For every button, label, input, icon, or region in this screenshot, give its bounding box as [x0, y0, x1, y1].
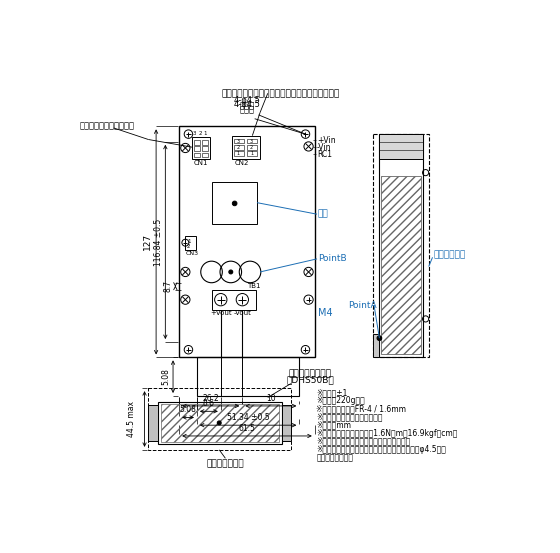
- Bar: [247, 139, 257, 143]
- Text: 2: 2: [250, 145, 253, 150]
- Text: 2: 2: [237, 145, 240, 150]
- Text: 8.6: 8.6: [203, 399, 215, 408]
- Text: ベースプレート: ベースプレート: [207, 459, 244, 468]
- Text: CN2: CN2: [235, 160, 249, 166]
- Text: 44.5 max: 44.5 max: [127, 401, 136, 437]
- Text: 1: 1: [187, 239, 190, 244]
- Bar: [202, 147, 208, 151]
- Bar: [247, 151, 257, 156]
- Bar: [192, 137, 210, 159]
- Text: 4-φ4.5: 4-φ4.5: [234, 100, 260, 109]
- Text: PointB: PointB: [318, 254, 347, 263]
- Text: 出力電圧可変ボリューム: 出力電圧可変ボリューム: [79, 122, 134, 131]
- Text: 2: 2: [198, 132, 202, 137]
- Text: PointA: PointA: [348, 301, 377, 310]
- Bar: [234, 139, 244, 143]
- Bar: [148, 405, 158, 441]
- Text: 127: 127: [143, 233, 152, 251]
- Bar: [194, 153, 200, 157]
- Text: 3: 3: [193, 132, 197, 137]
- Text: 116.84 ±0.5: 116.84 ±0.5: [154, 218, 163, 265]
- Bar: [373, 335, 380, 357]
- Text: 1: 1: [204, 132, 207, 137]
- Text: 10: 10: [266, 394, 276, 403]
- Bar: [381, 176, 421, 353]
- Bar: [194, 140, 200, 145]
- Text: ※基板材質厚さ：FR-4 / 1.6mm: ※基板材質厚さ：FR-4 / 1.6mm: [316, 404, 406, 414]
- Bar: [158, 402, 282, 444]
- Text: 取付穴: 取付穴: [240, 105, 254, 114]
- Bar: [282, 405, 291, 441]
- Text: ※質量：220g以下: ※質量：220g以下: [316, 397, 365, 405]
- Text: 端子台カバー: 端子台カバー: [433, 251, 465, 259]
- Bar: [373, 134, 429, 357]
- Bar: [247, 145, 257, 149]
- Text: 行ってください: 行ってください: [316, 453, 353, 462]
- Text: 8.7: 8.7: [164, 280, 172, 292]
- Bar: [202, 140, 208, 145]
- Bar: [197, 357, 299, 396]
- Bar: [234, 151, 244, 156]
- Text: ※公差：±1: ※公差：±1: [316, 388, 348, 397]
- Bar: [212, 290, 256, 310]
- Text: 取付穴: 取付穴: [240, 101, 254, 110]
- Text: -Vout: -Vout: [234, 310, 251, 316]
- Text: ※端子台締め付けトルク：1.6N・m（16.9kgf・cm）: ※端子台締め付けトルク：1.6N・m（16.9kgf・cm）: [316, 429, 458, 437]
- Text: ※安全アース接続は、ベースプレートの取付穴（φ4.5）で: ※安全アース接続は、ベースプレートの取付穴（φ4.5）で: [316, 445, 446, 454]
- Circle shape: [217, 421, 221, 425]
- Text: 銘板: 銘板: [318, 210, 329, 218]
- Text: 51.34 ±0.5: 51.34 ±0.5: [227, 413, 269, 422]
- Bar: [380, 134, 422, 159]
- Text: 26.2: 26.2: [202, 394, 219, 403]
- Circle shape: [377, 336, 382, 341]
- Bar: [148, 388, 291, 450]
- Text: +Vout: +Vout: [210, 310, 232, 316]
- Circle shape: [229, 270, 233, 274]
- Text: 3: 3: [250, 139, 253, 144]
- Bar: [380, 134, 422, 357]
- Text: -Vin: -Vin: [317, 143, 332, 152]
- Text: 2: 2: [187, 244, 190, 249]
- Text: （DHS50B）: （DHS50B）: [286, 375, 334, 384]
- Text: パワーモジュール: パワーモジュール: [288, 369, 332, 378]
- Bar: [202, 153, 208, 157]
- Text: 1: 1: [250, 151, 253, 156]
- Text: +Vin: +Vin: [317, 136, 335, 145]
- Text: リモートコントロール用コネクタ（オプション）: リモートコントロール用コネクタ（オプション）: [222, 90, 340, 98]
- Text: ※単位：mm: ※単位：mm: [316, 421, 351, 430]
- Text: ※図中の寸法指示がない部品位置は参考です: ※図中の寸法指示がない部品位置は参考です: [316, 437, 410, 446]
- Bar: [185, 236, 196, 249]
- Text: 4-φ4.5: 4-φ4.5: [234, 96, 260, 105]
- Bar: [212, 182, 257, 224]
- Text: 5.08: 5.08: [162, 368, 171, 385]
- Text: 3: 3: [237, 139, 240, 144]
- Circle shape: [232, 201, 237, 206]
- Bar: [194, 147, 200, 151]
- Bar: [234, 145, 244, 149]
- Text: 5.08: 5.08: [180, 405, 197, 414]
- Bar: [231, 135, 260, 159]
- Text: TB1: TB1: [247, 283, 260, 289]
- Text: 61.5: 61.5: [239, 424, 255, 433]
- Text: 1: 1: [237, 151, 240, 156]
- Text: ※ベースプレート材質：アルミ: ※ベースプレート材質：アルミ: [316, 413, 383, 421]
- Text: M4: M4: [318, 308, 333, 318]
- Text: RC1: RC1: [317, 150, 332, 159]
- Text: CN1: CN1: [194, 160, 208, 166]
- Bar: [179, 127, 315, 357]
- Bar: [161, 404, 278, 442]
- Text: CN3: CN3: [185, 251, 198, 256]
